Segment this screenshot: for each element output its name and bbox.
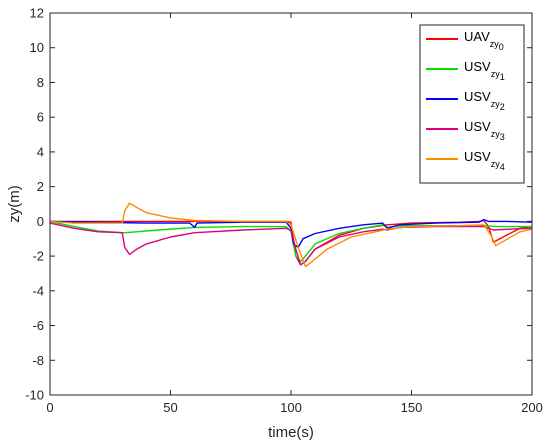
series-lines [49,202,533,268]
y-tick-label: -2 [32,249,44,264]
legend-subscript: zy [490,39,500,49]
legend-entry-2: USVzy2 [464,89,505,112]
y-tick-label: 2 [37,179,44,194]
legend-subscript: zy [491,159,501,169]
series-line-2 [49,218,533,249]
legend-subindex: 3 [500,132,505,142]
y-tick-label: -10 [25,388,44,403]
x-tick-label: 150 [401,400,423,415]
legend-subscript: zy [491,99,501,109]
legend-subindex: 4 [500,162,505,172]
x-tick-label: 200 [521,400,543,415]
y-tick-label: -8 [32,353,44,368]
y-tick-label: 6 [37,110,44,125]
series-line-4 [49,202,533,268]
y-axis-label: zy(m) [6,185,23,223]
x-tick-label: 50 [163,400,177,415]
y-tick-label: -6 [32,318,44,333]
y-tick-label: 4 [37,144,44,159]
legend-subindex: 0 [499,42,504,52]
legend-name: USV [464,59,491,74]
legend-entry-4: USVzy4 [464,149,505,172]
legend-subindex: 1 [500,72,505,82]
legend-subscript: zy [491,129,501,139]
legend-subscript: zy [491,69,501,79]
plot-frame [49,12,533,396]
x-tick-label: 0 [46,400,53,415]
y-tick-label: -4 [32,283,44,298]
legend-entry-0: UAVzy0 [464,29,504,52]
legend-subindex: 2 [500,102,505,112]
legend-name: USV [464,119,491,134]
y-tick-label: 12 [30,6,44,21]
y-tick-label: 10 [30,40,44,55]
y-tick-label: 0 [37,214,44,229]
x-tick-label: 100 [280,400,302,415]
legend-entry-1: USVzy1 [464,59,505,82]
legend-name: USV [464,149,491,164]
legend-name: UAV [464,29,490,44]
legend-box [419,24,525,184]
legend-name: USV [464,89,491,104]
x-axis-label: time(s) [268,424,314,441]
legend-entry-3: USVzy3 [464,119,505,142]
y-tick-label: 8 [37,75,44,90]
